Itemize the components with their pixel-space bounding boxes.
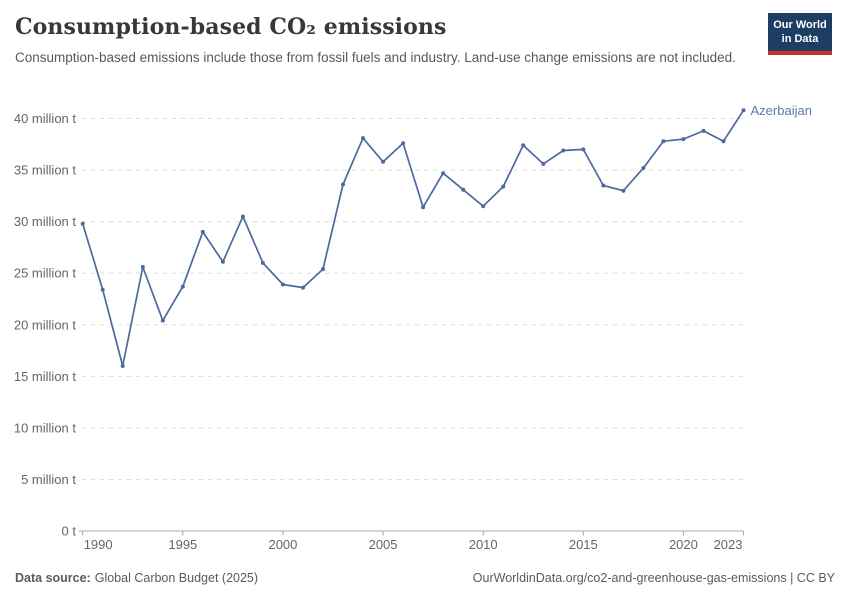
- data-point[interactable]: [280, 282, 285, 287]
- emissions-line[interactable]: [81, 109, 745, 367]
- owid-logo-line2: in Data: [781, 33, 819, 46]
- data-point[interactable]: [481, 204, 486, 209]
- y-tick-label: 30 million t: [14, 214, 77, 229]
- data-point[interactable]: [441, 171, 446, 176]
- footer-citation-link[interactable]: OurWorldinData.org/co2-and-greenhouse-ga…: [472, 571, 835, 585]
- owid-logo-text: Our World in Data: [768, 13, 832, 51]
- chart-header: Consumption-based CO₂ emissions Consumpt…: [15, 14, 760, 69]
- data-point[interactable]: [200, 229, 205, 234]
- y-tick-label: 25 million t: [14, 266, 77, 281]
- y-tick-label: 20 million t: [14, 317, 77, 332]
- data-point[interactable]: [321, 267, 325, 272]
- data-point[interactable]: [240, 214, 245, 219]
- data-point[interactable]: [401, 141, 406, 146]
- data-point[interactable]: [461, 187, 466, 192]
- chart-title: Consumption-based CO₂ emissions: [15, 14, 447, 40]
- y-tick-label: 5 million t: [21, 472, 76, 487]
- owid-logo[interactable]: Our World in Data: [768, 13, 832, 55]
- data-point[interactable]: [521, 143, 526, 148]
- data-point[interactable]: [421, 205, 426, 210]
- x-tick-label: 2023: [714, 537, 743, 552]
- y-tick-label: 0 t: [62, 524, 77, 539]
- y-tick-label: 10 million t: [14, 420, 77, 435]
- data-point[interactable]: [80, 221, 85, 226]
- data-point[interactable]: [741, 108, 746, 113]
- data-point[interactable]: [301, 285, 305, 290]
- x-tick-label: 2010: [469, 537, 498, 552]
- data-point[interactable]: [601, 183, 606, 188]
- y-tick-label: 40 million t: [14, 111, 77, 126]
- data-point[interactable]: [120, 364, 125, 368]
- x-tick-label: 2015: [569, 537, 598, 552]
- data-point[interactable]: [361, 136, 365, 141]
- data-point[interactable]: [220, 259, 225, 264]
- data-source-label: Data source:: [15, 571, 91, 585]
- data-point[interactable]: [701, 128, 706, 133]
- data-point[interactable]: [160, 318, 165, 323]
- y-tick-label: 15 million t: [14, 369, 77, 384]
- data-point[interactable]: [581, 147, 586, 152]
- data-point[interactable]: [341, 182, 345, 187]
- data-point[interactable]: [541, 161, 546, 166]
- data-source-note: Data source: Global Carbon Budget (2025): [15, 571, 258, 585]
- x-tick-label: 2000: [268, 537, 297, 552]
- chart-subtitle: Consumption-based emissions include thos…: [15, 50, 736, 65]
- data-point[interactable]: [661, 139, 666, 144]
- data-point[interactable]: [381, 159, 386, 164]
- data-point[interactable]: [180, 284, 185, 289]
- data-point[interactable]: [501, 184, 506, 189]
- data-point[interactable]: [100, 287, 105, 292]
- x-tick-label: 1995: [168, 537, 197, 552]
- data-source-value[interactable]: Global Carbon Budget (2025): [94, 571, 259, 585]
- entity-label[interactable]: Azerbaijan: [751, 103, 812, 118]
- chart-footer: Data source: Global Carbon Budget (2025) …: [15, 571, 835, 585]
- x-tick-label: 2005: [369, 537, 398, 552]
- data-point[interactable]: [681, 137, 686, 142]
- owid-logo-red-bar: [768, 50, 832, 55]
- data-point[interactable]: [621, 188, 626, 193]
- owid-logo-line1: Our World: [773, 19, 827, 31]
- data-point[interactable]: [260, 260, 265, 265]
- data-point[interactable]: [721, 139, 726, 144]
- x-tick-label: 2020: [669, 537, 698, 552]
- data-point[interactable]: [561, 148, 566, 153]
- y-tick-label: 35 million t: [14, 163, 77, 178]
- data-point[interactable]: [641, 166, 646, 170]
- data-point[interactable]: [140, 265, 145, 269]
- x-tick-label: 1990: [84, 537, 113, 552]
